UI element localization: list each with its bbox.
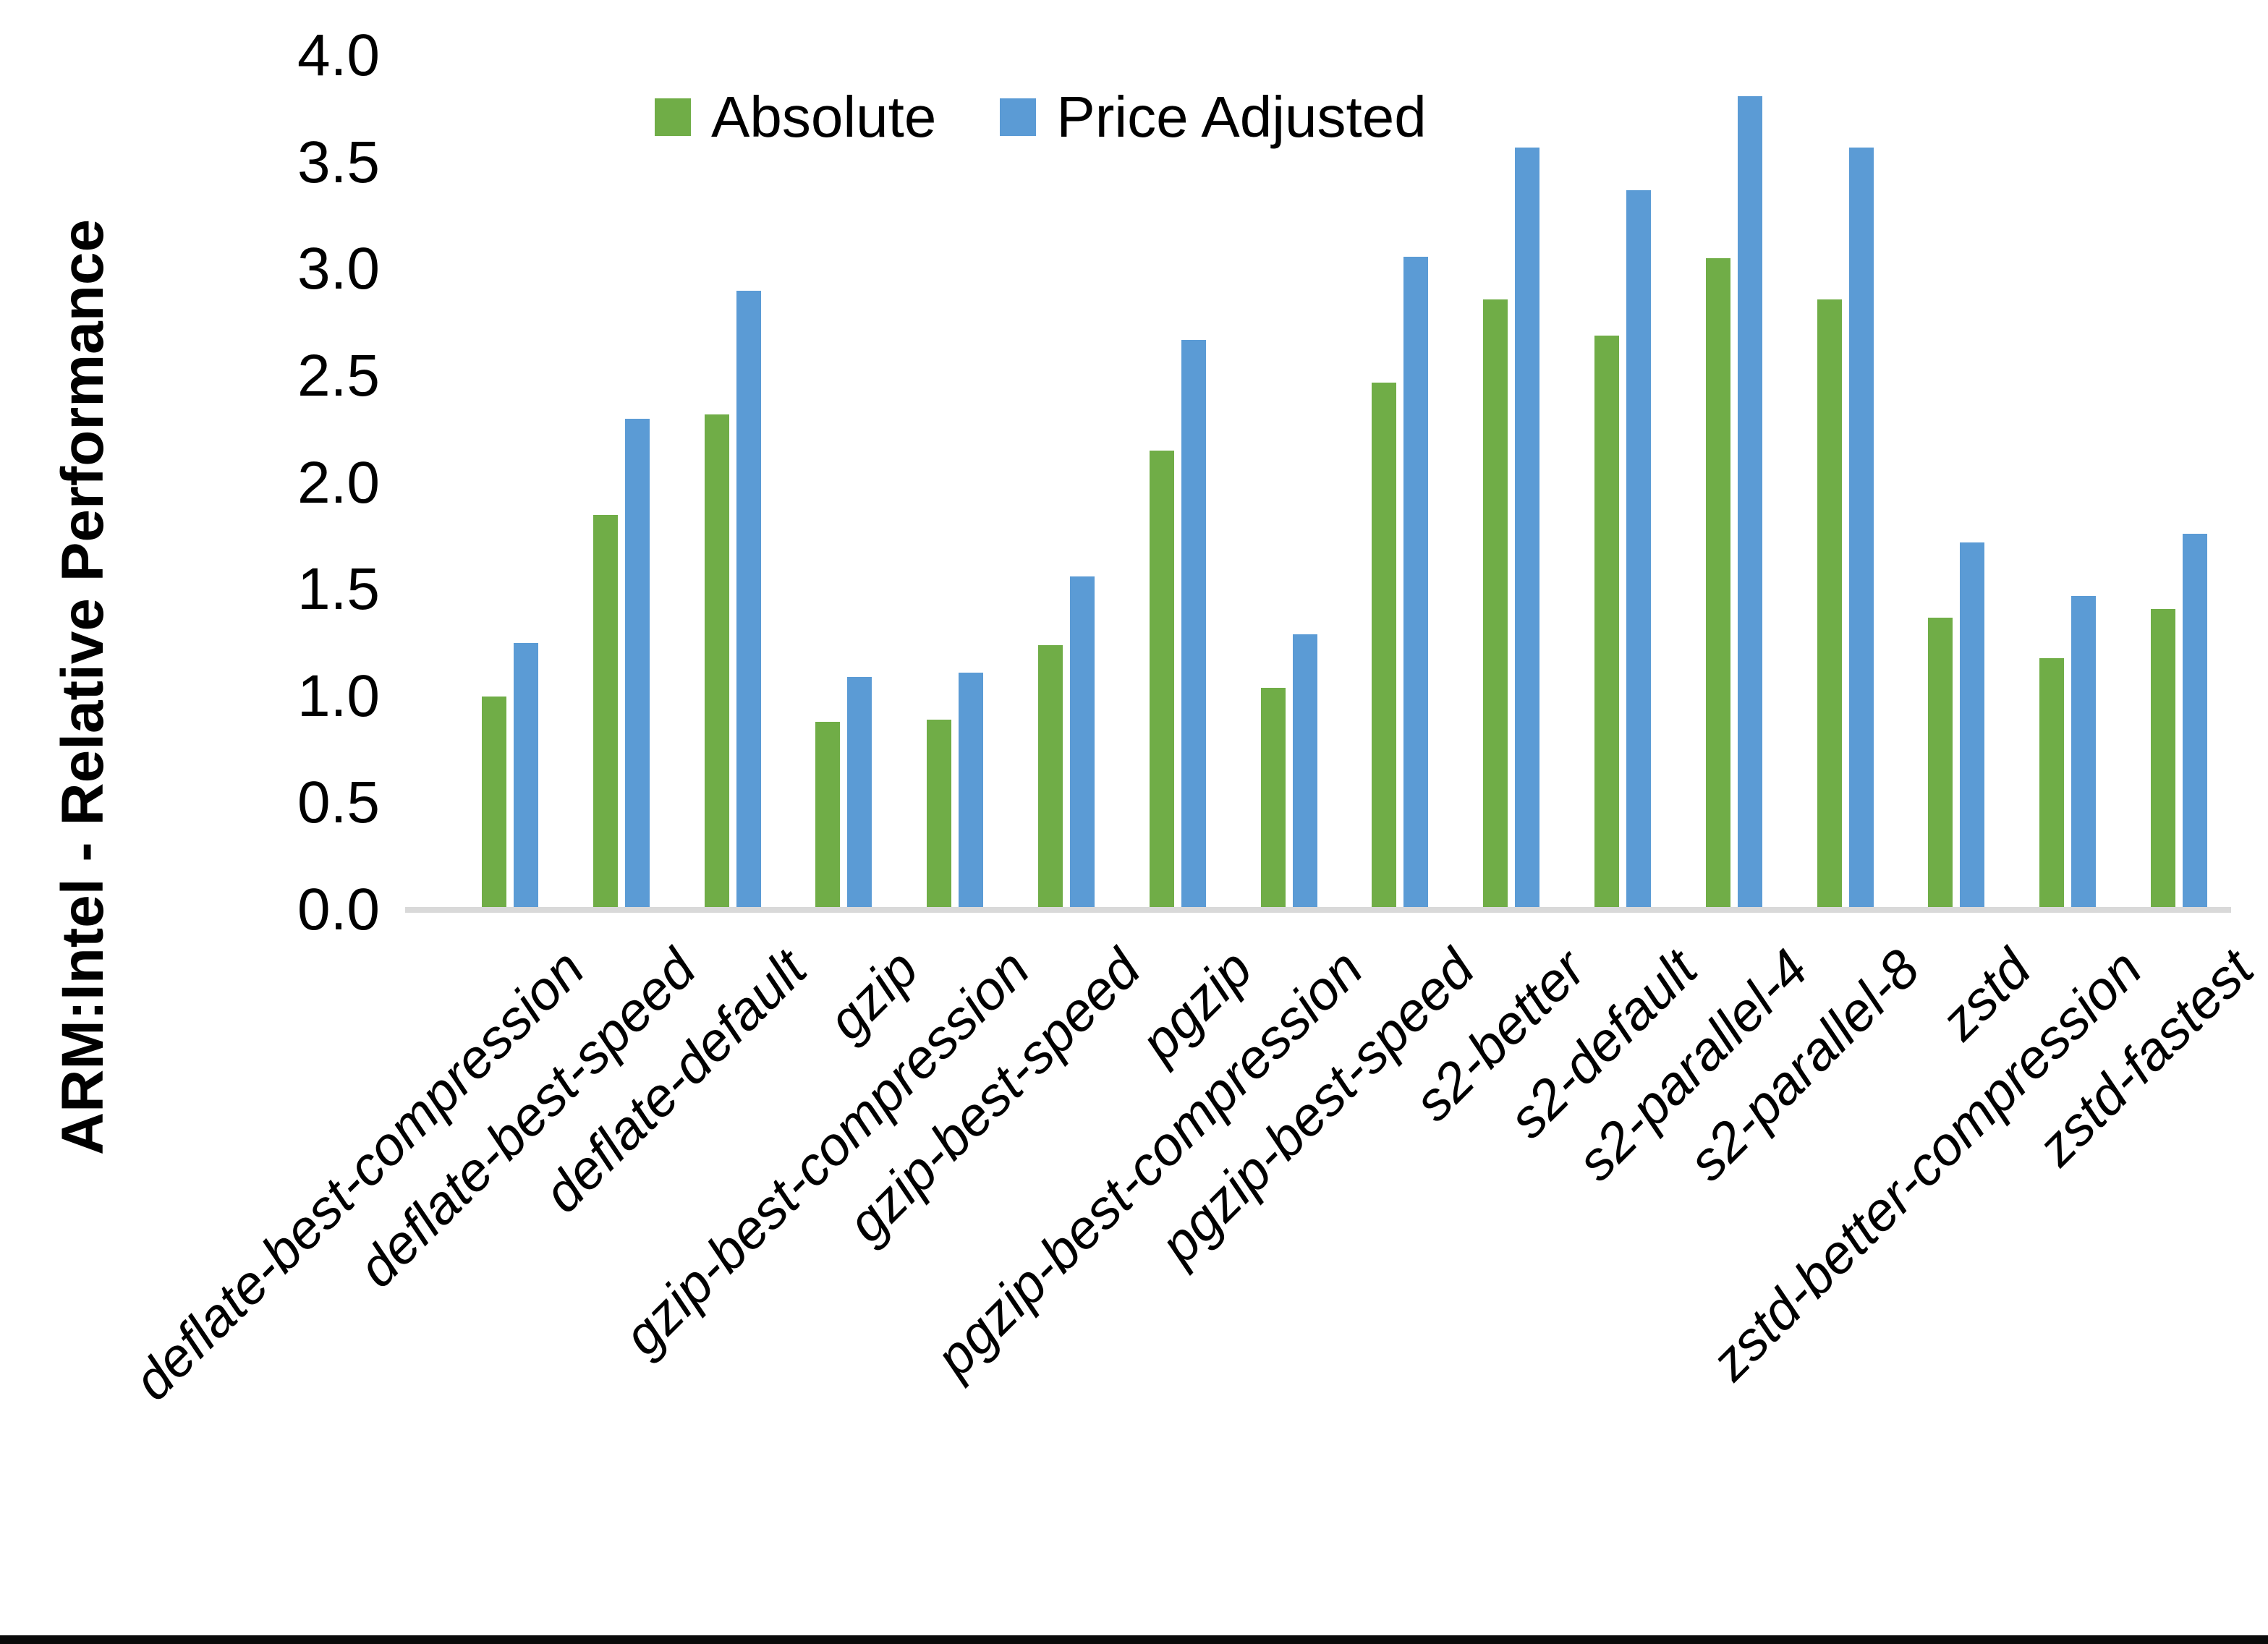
bar-price-adjusted-s2-default[interactable]	[1626, 190, 1651, 910]
bar-price-adjusted-zstd-fastest[interactable]	[2183, 534, 2207, 910]
bar-price-adjusted-zstd[interactable]	[1960, 542, 1985, 910]
bar-price-adjusted-deflate-default[interactable]	[736, 290, 761, 910]
bar-absolute-zstd-better-compression[interactable]	[2039, 657, 2065, 910]
bar-price-adjusted-deflate-best-compression[interactable]	[514, 642, 538, 910]
bar-price-adjusted-pgzip[interactable]	[1181, 339, 1206, 910]
bar-price-adjusted-zstd-better-compression[interactable]	[2071, 595, 2097, 910]
bar-price-adjusted-s2-parallel-8[interactable]	[1848, 147, 1874, 910]
y-tick-label: 3.0	[297, 236, 380, 302]
bar-price-adjusted-deflate-best-speed[interactable]	[624, 418, 650, 910]
bottom-border	[0, 1635, 2268, 1644]
bar-absolute-gzip[interactable]	[815, 722, 841, 910]
legend-label-price-adjusted: Price Adjusted	[1056, 85, 1427, 149]
bar-absolute-pgzip-best-compression[interactable]	[1260, 687, 1286, 910]
y-tick-label: 0.0	[297, 877, 380, 942]
bar-price-adjusted-pgzip-best-speed[interactable]	[1403, 256, 1429, 910]
bar-price-adjusted-s2-better[interactable]	[1515, 147, 1540, 910]
bar-absolute-zstd[interactable]	[1928, 617, 1953, 910]
y-tick-label: 2.5	[297, 342, 380, 409]
bar-absolute-deflate-best-speed[interactable]	[593, 514, 618, 910]
bar-absolute-zstd-fastest[interactable]	[2151, 608, 2175, 910]
bar-absolute-pgzip[interactable]	[1149, 451, 1174, 910]
bar-price-adjusted-pgzip-best-compression[interactable]	[1292, 634, 1317, 910]
bar-absolute-gzip-best-speed[interactable]	[1038, 644, 1063, 910]
bar-absolute-deflate-best-compression[interactable]	[482, 696, 506, 910]
legend-label-absolute: Absolute	[711, 85, 937, 149]
bar-absolute-pgzip-best-speed[interactable]	[1372, 382, 1397, 910]
legend-item-absolute[interactable]: Absolute	[655, 84, 936, 150]
y-tick-label: 1.5	[297, 556, 380, 623]
bar-absolute-s2-parallel-4[interactable]	[1705, 258, 1730, 910]
legend: Absolute Price Adjusted	[655, 84, 1427, 150]
bar-price-adjusted-gzip-best-compression[interactable]	[959, 673, 984, 910]
y-tick-label: 3.5	[297, 129, 380, 195]
bar-absolute-gzip-best-compression[interactable]	[927, 720, 952, 910]
bar-price-adjusted-gzip-best-speed[interactable]	[1070, 576, 1095, 910]
bar-absolute-s2-better[interactable]	[1483, 299, 1508, 910]
bar-absolute-s2-parallel-8[interactable]	[1817, 299, 1842, 910]
legend-item-price-adjusted[interactable]: Price Adjusted	[1000, 84, 1427, 150]
bar-absolute-s2-default[interactable]	[1594, 335, 1619, 910]
bar-price-adjusted-s2-parallel-4[interactable]	[1737, 96, 1762, 910]
y-tick-label: 0.5	[297, 770, 380, 836]
y-tick-label: 1.0	[297, 663, 380, 729]
legend-swatch-absolute-icon	[655, 98, 691, 136]
y-tick-label: 2.0	[297, 449, 380, 516]
y-tick-label: 4.0	[297, 22, 380, 88]
legend-swatch-price-adjusted-icon	[1000, 98, 1037, 136]
bar-absolute-deflate-default[interactable]	[704, 414, 729, 910]
x-axis-line	[405, 907, 2231, 913]
bar-price-adjusted-gzip[interactable]	[847, 677, 872, 910]
x-category-label-deflate-best-compression: deflate-best-compression	[122, 937, 596, 1412]
